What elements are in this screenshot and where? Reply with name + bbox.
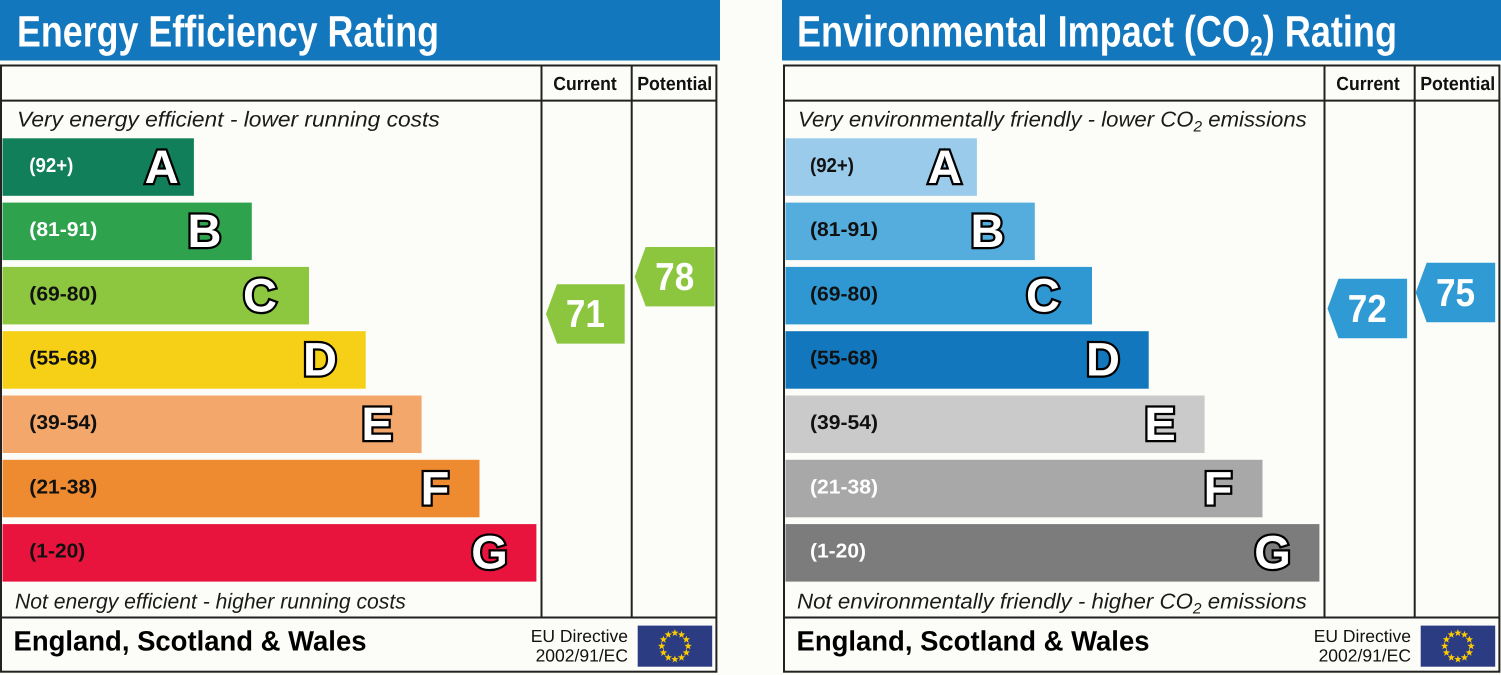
svg-text:Not energy efficient - higher: Not energy efficient - higher running co…: [15, 590, 406, 614]
svg-text:(69-80): (69-80): [29, 283, 97, 305]
svg-text:(1-20): (1-20): [29, 541, 85, 563]
svg-text:G: G: [1254, 526, 1291, 579]
svg-text:78: 78: [655, 256, 694, 299]
svg-text:2002/91/EC: 2002/91/EC: [1319, 646, 1411, 666]
svg-text:2002/91/EC: 2002/91/EC: [536, 646, 628, 666]
svg-text:England, Scotland & Wales: England, Scotland & Wales: [14, 626, 367, 657]
svg-text:England, Scotland & Wales: England, Scotland & Wales: [797, 626, 1150, 657]
svg-text:Very energy efficient - lower: Very energy efficient - lower running co…: [17, 107, 440, 131]
svg-text:(21-38): (21-38): [810, 476, 878, 498]
svg-text:Environmental Impact (CO2) Rat: Environmental Impact (CO2) Rating: [797, 8, 1397, 62]
svg-text:(1-20): (1-20): [810, 541, 866, 563]
svg-text:75: 75: [1436, 272, 1475, 315]
svg-text:(55-68): (55-68): [29, 348, 97, 370]
svg-text:Energy Efficiency Rating: Energy Efficiency Rating: [17, 8, 439, 57]
svg-text:G: G: [471, 526, 508, 579]
svg-text:Current: Current: [553, 74, 617, 95]
svg-text:E: E: [1144, 397, 1175, 450]
svg-text:EU Directive: EU Directive: [531, 626, 628, 646]
svg-text:A: A: [928, 140, 962, 193]
svg-text:(69-80): (69-80): [810, 283, 878, 305]
svg-text:72: 72: [1348, 288, 1387, 331]
svg-text:(81-91): (81-91): [29, 219, 97, 241]
svg-text:(21-38): (21-38): [29, 476, 97, 498]
svg-text:Not environmentally friendly -: Not environmentally friendly - higher CO…: [797, 590, 1307, 618]
svg-text:(39-54): (39-54): [29, 412, 97, 434]
svg-text:Current: Current: [1336, 74, 1400, 95]
svg-text:Potential: Potential: [637, 74, 712, 95]
svg-text:C: C: [243, 268, 277, 321]
svg-text:E: E: [361, 397, 392, 450]
svg-text:(92+): (92+): [29, 155, 73, 177]
svg-text:D: D: [1086, 333, 1120, 386]
svg-text:(81-91): (81-91): [810, 219, 878, 241]
svg-text:B: B: [188, 204, 222, 257]
svg-text:71: 71: [566, 293, 605, 336]
svg-text:B: B: [971, 204, 1005, 257]
svg-text:(39-54): (39-54): [810, 412, 878, 434]
svg-text:Potential: Potential: [1420, 74, 1495, 95]
svg-text:F: F: [1204, 461, 1233, 514]
svg-text:A: A: [145, 140, 179, 193]
svg-text:D: D: [303, 333, 337, 386]
svg-text:(55-68): (55-68): [810, 348, 878, 370]
svg-text:C: C: [1026, 268, 1060, 321]
svg-text:Very environmentally friendly: Very environmentally friendly - lower CO…: [798, 107, 1307, 135]
svg-text:F: F: [421, 461, 450, 514]
svg-text:(92+): (92+): [810, 155, 854, 177]
svg-text:EU Directive: EU Directive: [1314, 626, 1411, 646]
